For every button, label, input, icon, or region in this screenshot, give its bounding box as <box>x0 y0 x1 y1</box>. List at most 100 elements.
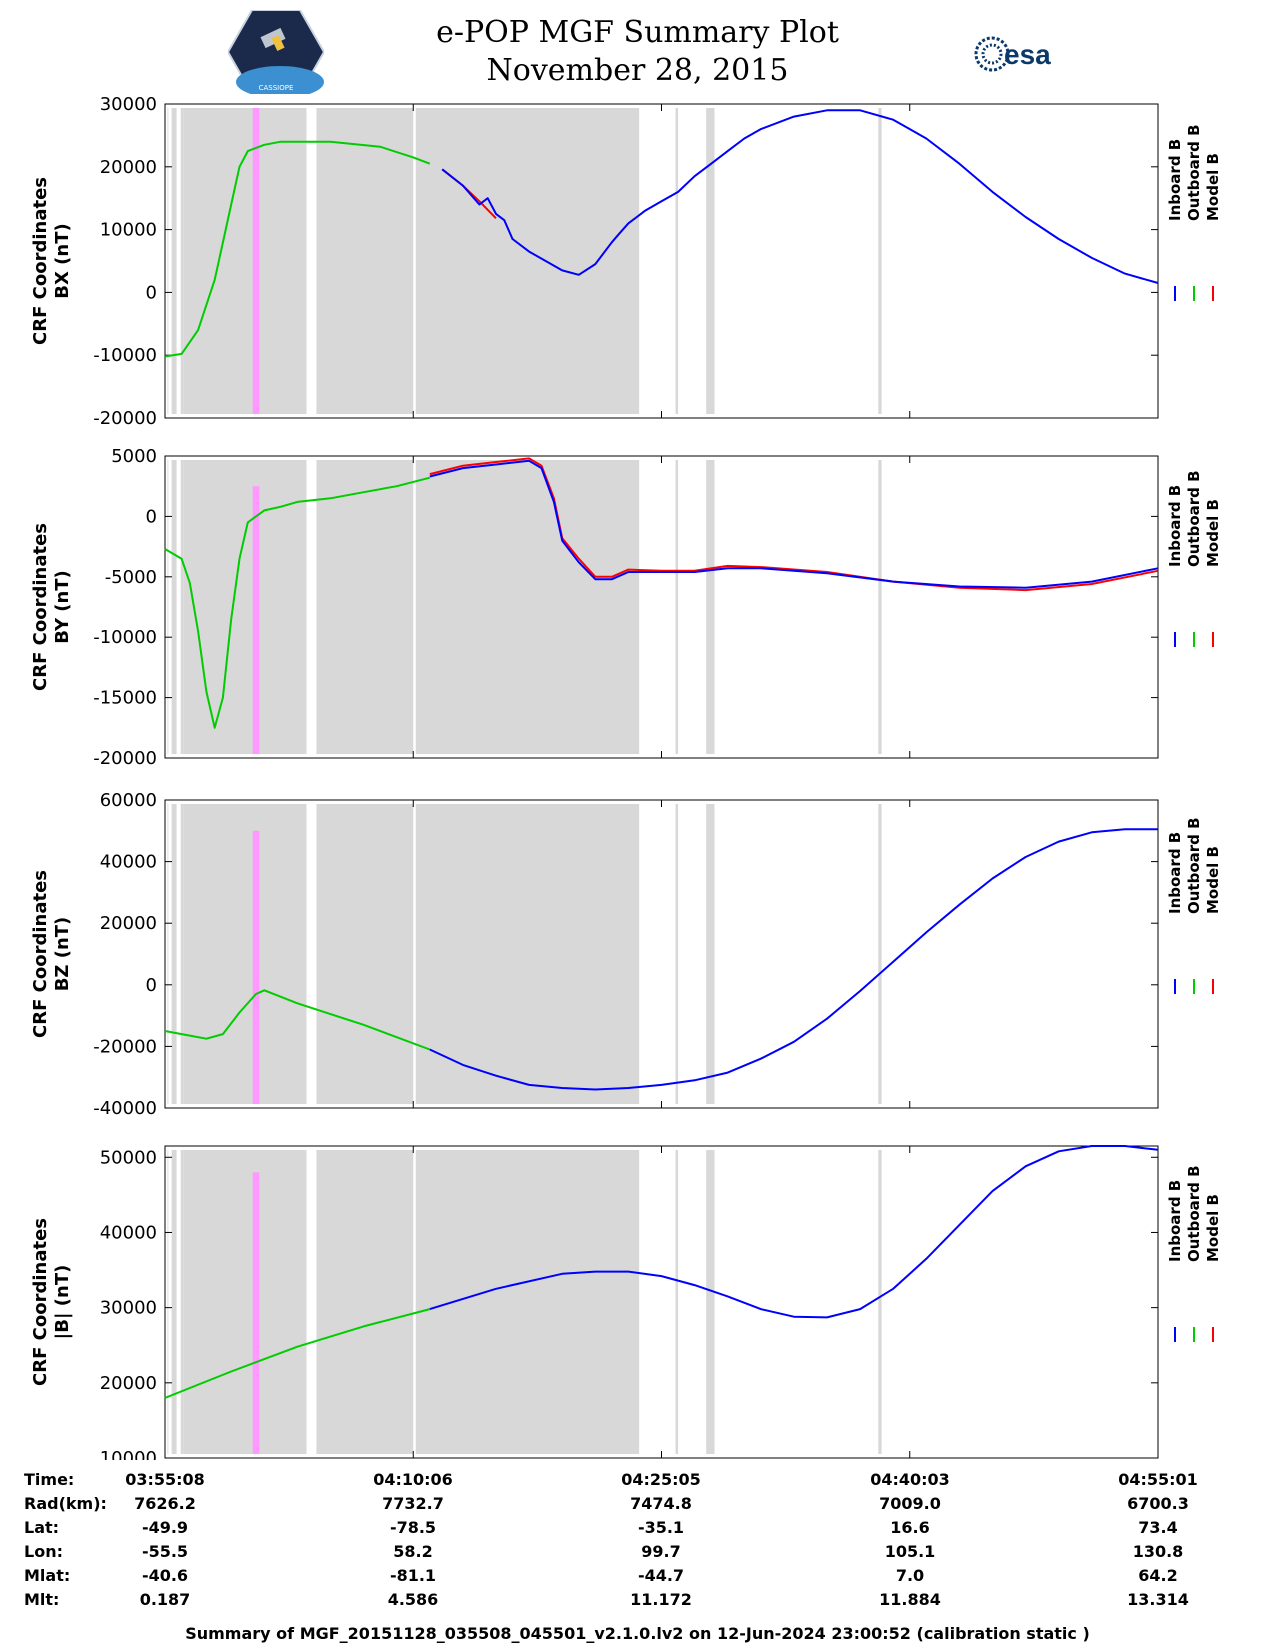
footer-value: 16.6 <box>890 1518 930 1537</box>
legend-label: Inboard B <box>1166 832 1184 914</box>
gap-cut <box>168 460 172 754</box>
footer-value: -44.7 <box>637 1566 685 1585</box>
series-line-inboard-b <box>441 109 1159 284</box>
footer-value: 99.7 <box>641 1542 681 1561</box>
chart-panel-3: 60000 40000 20000 0 -20000 -40000 CRF Coordina… <box>30 790 1222 1119</box>
y-axis-label-line-1: CRF Coordinates <box>30 870 51 1038</box>
footer-value: 130.8 <box>1132 1542 1184 1561</box>
footer-row-label: Lon: <box>24 1542 63 1561</box>
gap-shade <box>675 804 679 1104</box>
gap-shade <box>675 1150 679 1454</box>
mission-patch-logo: CASSIOPE <box>228 10 324 94</box>
footer-value: -55.5 <box>141 1542 189 1561</box>
footer-value: -35.1 <box>637 1518 685 1537</box>
event-marker <box>252 486 260 754</box>
footer-row-label: Mlat: <box>24 1566 71 1585</box>
gap-shade <box>316 460 414 754</box>
gap-shade <box>415 804 640 1104</box>
footer-row-label: Time: <box>24 1470 75 1489</box>
gap-shade <box>706 804 715 1104</box>
footer-value: 7009.0 <box>879 1494 941 1513</box>
gap-shade <box>878 108 882 414</box>
y-tick-label: 20000 <box>100 1373 157 1394</box>
y-axis-label-line-2: BY (nT) <box>52 570 73 644</box>
title-line-2: November 28, 2015 <box>486 53 789 88</box>
legend-label: Model B <box>1204 846 1222 914</box>
footer-row: Rad(km): 7626.2 7732.7 7474.8 7009.0 6700.3 <box>0 1494 1275 1516</box>
gap-cut <box>168 804 172 1104</box>
event-marker <box>252 108 260 414</box>
legend-label: Inboard B <box>1166 485 1184 567</box>
gap-cut <box>176 804 181 1104</box>
footer-row: Time: 03:55:08 04:10:06 04:25:05 04:40:03 04:… <box>0 1470 1275 1492</box>
footer-value: 7.0 <box>895 1566 925 1585</box>
footer-row: Mlat: -40.6 -81.1 -44.7 7.0 64.2 <box>0 1566 1275 1588</box>
event-marker <box>252 830 260 1104</box>
series-line-inboard-b <box>429 828 1158 1091</box>
footer-value: 13.314 <box>1127 1590 1189 1609</box>
event-marker <box>252 1172 260 1454</box>
y-tick-label: 20000 <box>100 157 157 178</box>
axes-frame <box>164 1145 1159 1459</box>
gap-shade <box>316 108 414 414</box>
gap-cut <box>168 1150 172 1454</box>
gap-shade <box>706 1150 715 1454</box>
gap-cut <box>176 1150 181 1454</box>
page-title: e-POP MGF Summary Plot November 28, 2015 <box>0 14 1275 90</box>
legend-label: Inboard B <box>1166 1180 1184 1262</box>
footer-value: 04:55:01 <box>1118 1470 1198 1489</box>
footer-value: -40.6 <box>141 1566 189 1585</box>
gap-shade <box>706 108 715 414</box>
footer-value: 11.172 <box>630 1590 692 1609</box>
gap-shade <box>316 804 414 1104</box>
gap-shade <box>415 460 640 754</box>
series-line-outboard-b <box>164 1308 431 1399</box>
summary-caption: Summary of MGF_20151128_035508_045501_v2… <box>185 1624 1090 1643</box>
y-axis-label: CRF Coordinates|B| (nT) <box>30 1218 73 1386</box>
footer-value: 0.187 <box>139 1590 191 1609</box>
chart-panel-2: 5000 0 -5000 -10000 -15000 -20000 CRF Coordina… <box>30 446 1222 769</box>
chart-panel-4: 50000 40000 30000 20000 10000 CRF Coordinates… <box>30 1145 1222 1460</box>
footer-value: 4.586 <box>387 1590 439 1609</box>
gap-shade <box>183 108 307 414</box>
gap-shade <box>415 108 640 414</box>
y-tick-label: -10000 <box>93 627 157 648</box>
footer-value: 64.2 <box>1138 1566 1178 1585</box>
gap-cut <box>168 108 172 414</box>
gap-cut <box>176 108 181 414</box>
y-axis-label: CRF CoordinatesBX (nT) <box>30 177 73 345</box>
series-line-outboard-b <box>164 989 431 1051</box>
y-axis-label: CRF CoordinatesBY (nT) <box>30 523 73 691</box>
footer-value: 73.4 <box>1138 1518 1178 1537</box>
esa-wordmark: esa <box>1004 39 1051 70</box>
y-tick-label: -20000 <box>93 748 157 769</box>
footer-value: 04:40:03 <box>870 1470 950 1489</box>
footer-value: 04:10:06 <box>373 1470 453 1489</box>
y-tick-label: 60000 <box>100 790 157 811</box>
y-tick-label: -20000 <box>93 1036 157 1057</box>
footer-value: 03:55:08 <box>125 1470 205 1489</box>
y-tick-label: 10000 <box>100 220 157 241</box>
y-tick-label: 10000 <box>100 1448 157 1460</box>
footer-value: 6700.3 <box>1127 1494 1189 1513</box>
footer-value: 105.1 <box>884 1542 936 1561</box>
gap-shade <box>706 460 715 754</box>
legend-label: Model B <box>1204 153 1222 221</box>
y-axis-label-line-1: CRF Coordinates <box>30 523 51 691</box>
footer-value: 58.2 <box>393 1542 433 1561</box>
y-tick-label: 5000 <box>111 446 157 467</box>
footer-row-label: Rad(km): <box>24 1494 107 1513</box>
footer-value: 7626.2 <box>134 1494 196 1513</box>
y-axis-label-line-1: CRF Coordinates <box>30 177 51 345</box>
esa-logo: esa <box>974 36 1051 72</box>
footer-value: -49.9 <box>141 1518 189 1537</box>
footer-value: 04:25:05 <box>621 1470 701 1489</box>
gap-shade <box>415 1150 640 1454</box>
y-tick-label: 30000 <box>100 1298 157 1319</box>
footer-value: 7732.7 <box>382 1494 444 1513</box>
y-tick-label: 20000 <box>100 913 157 934</box>
gap-shade <box>183 804 307 1104</box>
series-line-outboard-b <box>164 476 431 729</box>
chart-panel-1: 30000 20000 10000 0 -10000 -20000 CRF Coordina… <box>30 94 1222 429</box>
series-line-inboard-b <box>429 459 1159 589</box>
